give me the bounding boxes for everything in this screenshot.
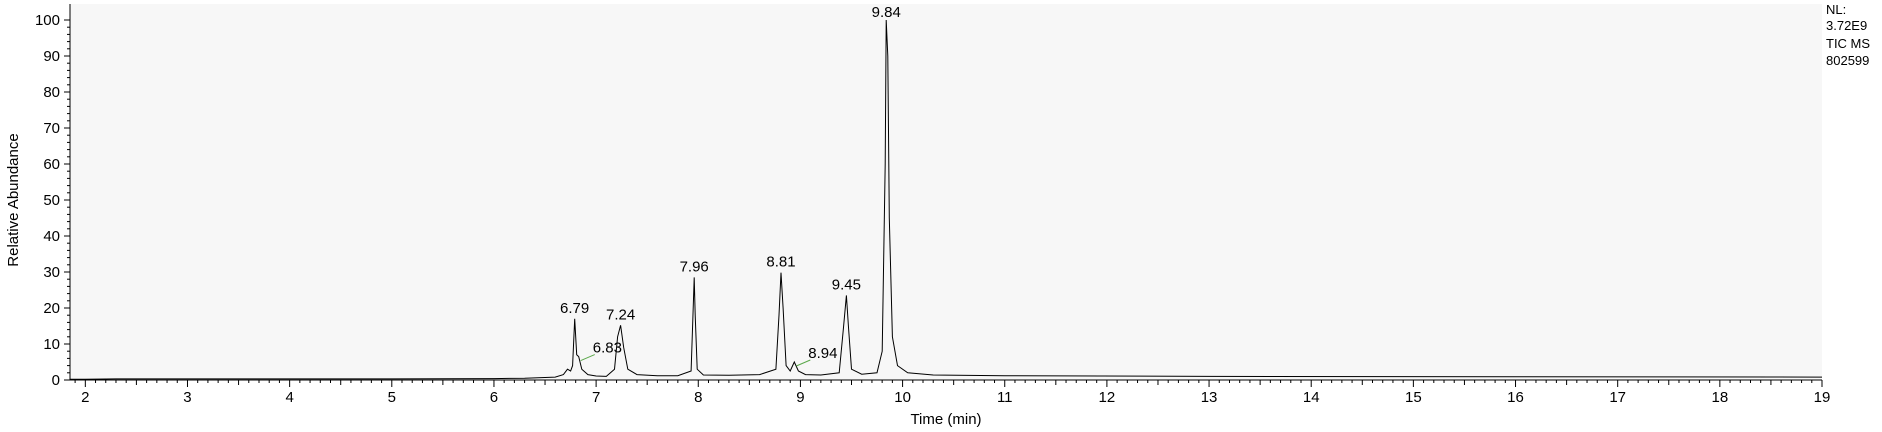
x-tick-label: 9 xyxy=(796,389,804,406)
x-axis-title: Time (min) xyxy=(910,411,981,428)
x-tick-label: 14 xyxy=(1303,389,1320,406)
peak-label: 9.45 xyxy=(832,276,861,293)
peak-label: 9.84 xyxy=(872,4,901,21)
tic-trace-line xyxy=(70,19,1823,380)
x-tick-label: 4 xyxy=(285,389,293,406)
x-tick-label: 3 xyxy=(183,389,191,406)
y-tick-label: 60 xyxy=(43,156,60,173)
y-tick-label: 50 xyxy=(43,192,60,209)
y-tick-label: 40 xyxy=(43,228,60,245)
peak-label: 7.24 xyxy=(606,306,635,323)
nl-value: 3.72E9 xyxy=(1826,18,1868,33)
peak-label: 6.83 xyxy=(593,340,622,357)
y-axis-ticks: 0 10 20 30 40 50 60 70 80 90 100 xyxy=(35,12,70,389)
y-axis-title: Relative Abundance xyxy=(5,133,22,266)
peak-label: 8.81 xyxy=(766,254,795,271)
y-tick-label: 20 xyxy=(43,300,60,317)
x-tick-label: 12 xyxy=(1099,389,1116,406)
x-tick-label: 18 xyxy=(1711,389,1728,406)
x-tick-label: 6 xyxy=(490,389,498,406)
y-tick-label: 70 xyxy=(43,120,60,137)
x-tick-label: 16 xyxy=(1507,389,1524,406)
y-tick-label: 80 xyxy=(43,84,60,101)
x-tick-label: 8 xyxy=(694,389,702,406)
x-tick-label: 2 xyxy=(81,389,89,406)
peak-annotation-marker xyxy=(580,354,595,362)
sample-id-label: 802599 xyxy=(1826,53,1870,68)
x-tick-label: 19 xyxy=(1814,389,1831,406)
peak-label: 6.79 xyxy=(560,300,589,317)
y-tick-label: 0 xyxy=(52,372,60,389)
x-tick-label: 15 xyxy=(1405,389,1422,406)
y-tick-label: 30 xyxy=(43,264,60,281)
y-tick-label: 10 xyxy=(43,336,60,353)
peak-labels: 6.79 6.83 7.24 7.96 8.81 8.94 9.45 9.84 xyxy=(560,4,901,367)
x-tick-label: 5 xyxy=(388,389,396,406)
nl-label: NL: xyxy=(1826,2,1847,17)
peak-annotation-marker xyxy=(796,359,811,367)
x-tick-label: 7 xyxy=(592,389,600,406)
x-tick-label: 17 xyxy=(1609,389,1626,406)
x-tick-label: 10 xyxy=(894,389,911,406)
peak-label: 8.94 xyxy=(808,345,837,362)
x-tick-label: 11 xyxy=(997,389,1013,406)
x-tick-label: 13 xyxy=(1201,389,1218,406)
y-tick-label: 90 xyxy=(43,48,60,65)
x-axis-ticks: 2 3 4 5 6 7 8 9 10 11 12 13 14 15 16 17 18 19 xyxy=(74,380,1831,406)
trace-type-label: TIC MS xyxy=(1826,36,1871,51)
plot-area xyxy=(70,4,1822,380)
peak-label: 7.96 xyxy=(680,258,709,275)
y-tick-label: 100 xyxy=(35,12,60,29)
